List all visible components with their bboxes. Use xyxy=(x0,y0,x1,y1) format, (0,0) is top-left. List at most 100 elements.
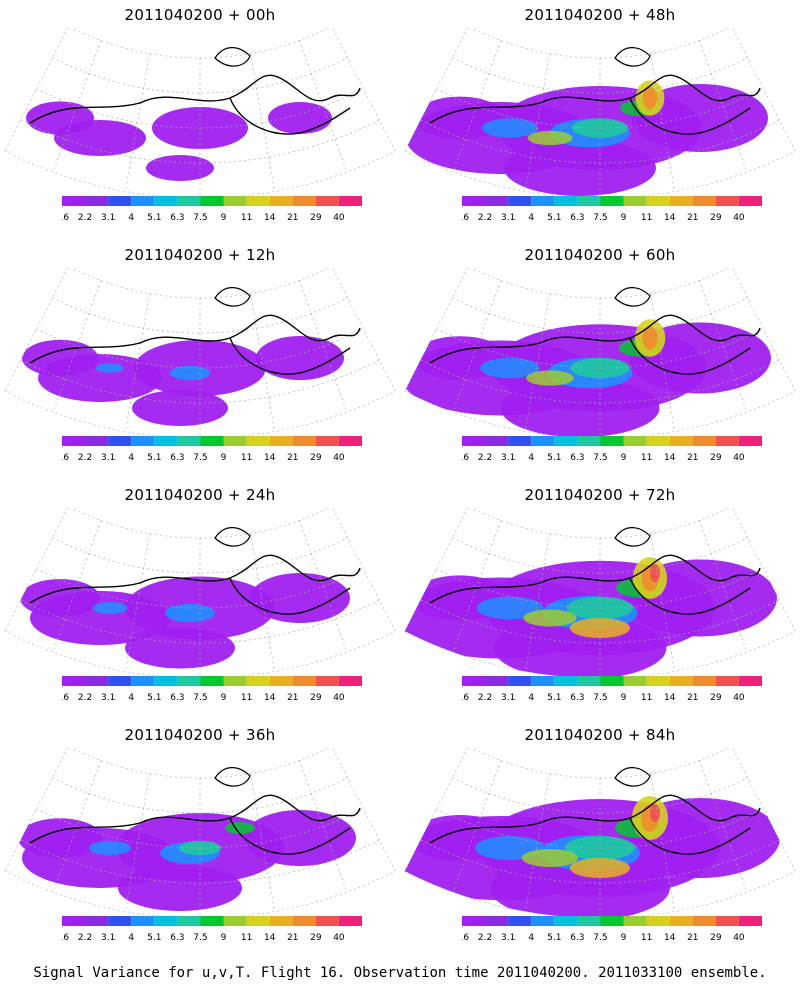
colorbar-label: 40 xyxy=(333,933,345,943)
colorbar-label: 7.5 xyxy=(193,693,207,703)
colorbar-swatch xyxy=(554,916,578,926)
colorbar-swatch xyxy=(692,436,716,446)
colorbar-swatch xyxy=(508,196,532,206)
colorbar-swatch xyxy=(315,196,339,206)
colorbar-label: 11 xyxy=(241,933,252,943)
colorbar-label: 5.1 xyxy=(147,453,161,463)
colorbar-swatch xyxy=(485,916,509,926)
colorbar-label: 40 xyxy=(333,453,345,463)
colorbar-swatch xyxy=(554,436,578,446)
colorbar-label: 5.1 xyxy=(547,453,561,463)
map-panel-60h: 2011040200 + 60h 1.6 2.2 3.1 4 5.1 6.3 7.5 9 11 14… xyxy=(400,240,800,480)
colorbar-label: 7.5 xyxy=(193,453,207,463)
colorbar-label: 1.6 xyxy=(62,933,69,943)
panel-title: 2011040200 + 24h xyxy=(124,486,276,504)
colorbar-label: 4 xyxy=(128,933,134,943)
colorbar-label: 4 xyxy=(528,453,534,463)
colorbar-swatch xyxy=(531,916,555,926)
colorbar-swatch xyxy=(154,436,178,446)
colorbar-label: 9 xyxy=(221,693,227,703)
colorbar-label: 11 xyxy=(241,453,252,463)
colorbar-swatch xyxy=(577,916,601,926)
colorbar-label: 4 xyxy=(528,933,534,943)
colorbar-swatch xyxy=(508,916,532,926)
colorbar-label: 6.3 xyxy=(170,213,184,223)
colorbar-swatch xyxy=(623,436,647,446)
colorbar-swatch xyxy=(246,916,270,926)
colorbar-label: 9 xyxy=(621,213,627,223)
colorbar-swatch xyxy=(646,196,670,206)
colorbar-swatch xyxy=(738,676,762,686)
colorbar-swatch xyxy=(508,676,532,686)
colorbar-label: 3.1 xyxy=(501,933,515,943)
colorbar-label: 2.2 xyxy=(78,453,92,463)
colorbar-swatch xyxy=(669,916,693,926)
colorbar-label: 4 xyxy=(528,213,534,223)
colorbar-swatch xyxy=(715,196,739,206)
colorbar-swatch xyxy=(200,436,224,446)
colorbar-swatch xyxy=(292,916,316,926)
colorbar-swatch xyxy=(131,196,155,206)
colorbar-label: 29 xyxy=(710,693,722,703)
colorbar-label: 5.1 xyxy=(147,213,161,223)
colorbar-label: 40 xyxy=(333,213,345,223)
colorbar-swatch xyxy=(462,436,486,446)
colorbar-label: 9 xyxy=(221,213,227,223)
colorbar-label: 21 xyxy=(687,933,698,943)
colorbar-swatch xyxy=(692,676,716,686)
colorbar-label: 7.5 xyxy=(593,693,607,703)
colorbar-swatch xyxy=(554,196,578,206)
variance-map xyxy=(404,508,796,678)
map-panel-36h: 2011040200 + 36h 1.6 2.2 3.1 4 5.1 6.3 7.5 9 11 14… xyxy=(0,720,400,960)
colorbar-swatch xyxy=(338,916,362,926)
colorbar-label: 1.6 xyxy=(62,693,69,703)
colorbar-swatch xyxy=(292,196,316,206)
colorbar-swatch xyxy=(623,916,647,926)
colorbar-swatch xyxy=(692,196,716,206)
colorbar-label: 7.5 xyxy=(593,213,607,223)
colorbar-swatch xyxy=(669,196,693,206)
colorbar-swatch xyxy=(600,436,624,446)
colorbar-swatch xyxy=(177,196,201,206)
map-panel-00h: 2011040200 + 00h 1.6 2.2 3.1 4 5.1 6.3 7.5 9 11 14… xyxy=(0,0,400,240)
colorbar-swatch xyxy=(554,676,578,686)
colorbar: 1.6 2.2 3.1 4 5.1 6.3 7.5 9 11 14 21 29 40 xyxy=(462,916,762,943)
colorbar-label: 5.1 xyxy=(547,693,561,703)
colorbar-swatch xyxy=(62,436,86,446)
colorbar-label: 9 xyxy=(221,933,227,943)
colorbar-label: 14 xyxy=(664,693,676,703)
variance-map xyxy=(4,748,396,918)
colorbar-swatch xyxy=(315,436,339,446)
colorbar: 1.6 2.2 3.1 4 5.1 6.3 7.5 9 11 14 21 29 40 xyxy=(462,436,762,463)
colorbar-swatch xyxy=(200,676,224,686)
colorbar-swatch xyxy=(177,436,201,446)
colorbar-swatch xyxy=(246,676,270,686)
variance-map xyxy=(4,28,396,198)
colorbar-label: 7.5 xyxy=(193,213,207,223)
colorbar-label: 11 xyxy=(641,213,652,223)
variance-map xyxy=(4,508,396,678)
colorbar-label: 14 xyxy=(264,693,276,703)
colorbar-swatch xyxy=(62,916,86,926)
variance-map xyxy=(404,748,796,918)
colorbar-label: 6.3 xyxy=(170,453,184,463)
colorbar-label: 6.3 xyxy=(570,213,584,223)
colorbar-swatch xyxy=(223,916,247,926)
colorbar-label: 29 xyxy=(310,693,322,703)
colorbar-label: 14 xyxy=(664,453,676,463)
colorbar-label: 9 xyxy=(621,453,627,463)
variance-map xyxy=(404,268,796,438)
colorbar-label: 4 xyxy=(528,693,534,703)
colorbar-swatch xyxy=(131,436,155,446)
colorbar-swatch xyxy=(623,196,647,206)
colorbar-swatch xyxy=(738,196,762,206)
colorbar-label: 11 xyxy=(641,693,652,703)
colorbar-label: 1.6 xyxy=(462,453,469,463)
colorbar-swatch xyxy=(246,436,270,446)
colorbar-swatch xyxy=(85,676,109,686)
colorbar-label: 40 xyxy=(733,453,745,463)
colorbar: 1.6 2.2 3.1 4 5.1 6.3 7.5 9 11 14 21 29 40 xyxy=(62,916,362,943)
colorbar-swatch xyxy=(85,916,109,926)
colorbar-swatch xyxy=(485,196,509,206)
